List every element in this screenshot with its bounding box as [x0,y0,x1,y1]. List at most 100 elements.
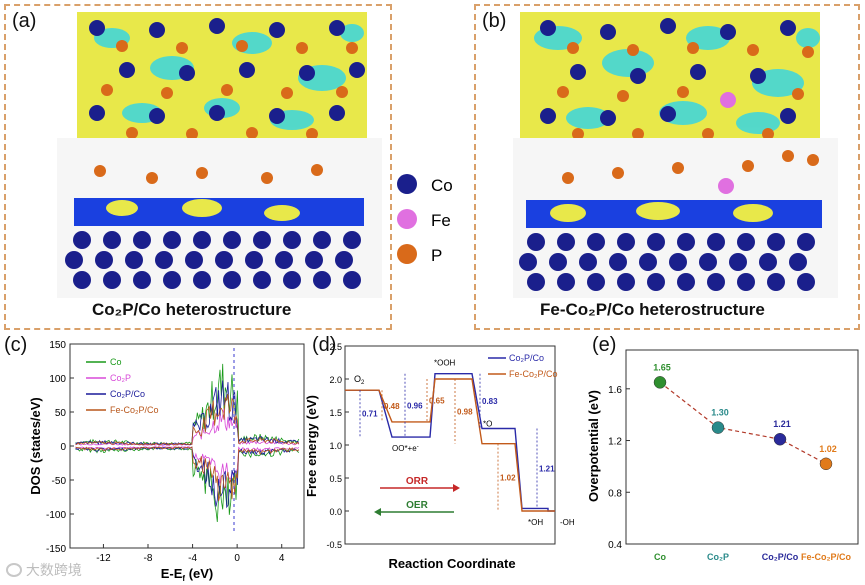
dos-y-tick-label: 150 [49,340,66,351]
op-trend [659,381,827,465]
dos-y-tick-label: 50 [55,408,67,419]
fe-step-value: 0.48 [384,402,400,411]
dos-traces [75,363,300,523]
fe-arrow-label: OER [406,500,428,511]
fe-y-tick-label: 0.5 [329,474,342,484]
fe-state-oo-sup: - [417,444,419,450]
dos-series-down [75,446,300,484]
panel-a-interface-charge [106,199,300,221]
dos-x-tick-label: -8 [144,553,153,564]
dos-series-down [75,446,300,509]
dos-y-tick-label: -150 [46,544,66,555]
panel-b-caption: Fe-Co₂P/Co heterostructure [540,300,765,319]
panel-a-label: (a) [12,10,37,32]
fe-state-oh: *OH [528,518,543,527]
dos-x-axis-title-main: E-E [161,566,183,581]
op-point [819,457,833,471]
panel-a-co-atoms [89,18,365,124]
op-point [773,432,787,446]
panel-b-p-atoms [557,42,814,140]
op-y-tick-label: 1.6 [608,385,622,396]
dos-series-up [75,393,300,446]
op-point [653,376,667,389]
fe-step-value: 0.96 [407,401,423,410]
op-points: 1.65 1.30 1.21 1.02 [653,362,837,471]
watermark-text: 大数跨境 [25,562,82,578]
dos-chart: -150 -100 -50 0 50 100 150 -12 -8 -4 0 4 DOS (stat… [28,340,305,583]
dos-y-ticks: -150 -100 -50 0 50 100 150 [46,340,74,555]
dos-plot-frame [69,343,305,549]
fe-legend: Co₂P/Co Fe-Co₂P/Co [488,353,558,379]
op-categories: Co Co₂P Co₂P/Co Fe-Co₂P/Co [654,552,851,562]
op-y-tick-label: 1.2 [608,437,622,448]
dos-y-tick-label: -50 [52,476,67,487]
fe-arrow-head [453,484,460,492]
fe-y-tick-label: -0.5 [326,540,342,550]
atom-legend-p-name: P [431,246,442,265]
panel-b-label: (b) [482,10,507,32]
fe-y-tick-label: 2.0 [329,375,342,385]
atom-legend-co-dot [397,174,417,194]
op-y-tick-label: 0.4 [608,540,622,551]
panel-a-structure [57,12,382,298]
fe-y-tick-label: 1.5 [329,408,342,418]
op-y-axis-title: Overpotential (eV) [586,390,601,502]
fe-y-tick-label: 2.5 [329,342,342,352]
panel-e-label: (e) [592,334,617,356]
fe-step-value: 0.65 [429,396,445,405]
op-point [711,421,725,434]
fe-process-arrows: ORR OER [374,476,460,516]
dos-x-axis-title-sub: f [182,574,185,583]
fe-state-ooh: *OOH [434,359,456,368]
op-y-ticks: 0.4 0.8 1.2 1.6 [608,385,630,551]
fe-state-o2: O2 [354,374,365,386]
dos-legend-label: Co₂P [110,373,131,383]
panel-b-surface-fe [718,178,734,194]
panel-b-co-atoms [540,18,796,126]
dos-x-axis-title: E-Ef (eV) [161,566,214,583]
dos-x-ticks: -12 -8 -4 0 4 [96,544,285,564]
atom-legend-fe-dot [397,209,417,229]
atom-legend-p-dot [397,244,417,264]
fe-series-line [345,373,555,512]
fe-legend-label: Co₂P/Co [509,353,544,363]
panel-b-slab-co [519,233,815,291]
overpotential-chart: 0.4 0.8 1.2 1.6 1.65 1.30 1.21 1.02 Co Co₂P Co₂P… [586,349,859,562]
atom-legend-co: Co [397,174,453,195]
atom-legend-co-name: Co [431,176,453,195]
atom-legend-fe-name: Fe [431,211,451,230]
fe-step-value: 1.02 [500,473,516,482]
panel-b-frame [474,4,860,330]
dos-x-tick-label: -12 [96,553,111,564]
atom-legend: Co Fe P [397,174,453,265]
panel-b-surface-p [562,150,819,184]
fe-state-oo: OO*+e- [392,444,419,453]
dos-x-tick-label: 4 [279,553,285,564]
op-category-label: Co₂P [707,552,729,562]
fe-y-tick-label: 1.0 [329,441,342,451]
fe-x-axis-title: Reaction Coordinate [388,556,515,571]
fe-series-line [345,378,555,512]
fe-step-value: 0.71 [362,410,378,419]
fe-state-moh: -OH [560,518,575,527]
fe-state-o2-sub: 2 [361,380,365,386]
dos-y-tick-label: 100 [49,374,66,385]
dos-y-tick-label: -100 [46,510,66,521]
panel-b-fe-atom [720,92,736,108]
fe-arrow-head [374,508,381,516]
panel-a-p-atoms [101,40,358,140]
panel-c-label: (c) [4,334,28,356]
op-y-tick-label: 0.8 [608,488,622,499]
dos-x-tick-label: -4 [188,553,197,564]
dos-y-tick-label: 0 [60,442,66,453]
panel-d-label: (d) [312,334,337,356]
dos-series-down [75,446,300,502]
dos-y-axis-title: DOS (states/eV) [28,397,43,495]
fe-step-value: 1.21 [539,464,555,473]
dos-legend: Co Co₂P Co₂P/Co Fe-Co₂P/Co [86,357,159,415]
panel-a-slab-co [65,231,361,289]
fe-y-axis-title: Free energy (eV) [304,395,319,497]
fe-state-o: *O [483,420,492,429]
op-category-label: Fe-Co₂P/Co [801,552,851,562]
panel-a-caption: Co₂P/Co heterostructure [92,300,292,319]
